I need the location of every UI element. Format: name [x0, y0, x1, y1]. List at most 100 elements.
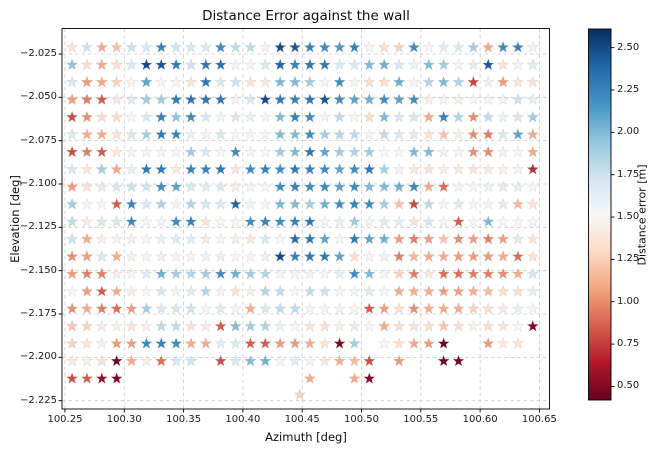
data-point-star: [184, 267, 198, 280]
data-point-star: [511, 284, 525, 297]
data-point-star: [437, 145, 450, 158]
data-point-star: [288, 197, 302, 210]
data-point-star: [110, 336, 124, 350]
data-point-star: [244, 267, 257, 280]
data-point-star: [154, 302, 168, 315]
data-point-star: [125, 145, 138, 158]
data-point-star: [452, 145, 465, 158]
data-point-star: [80, 284, 94, 297]
data-point-star: [258, 162, 272, 175]
data-point-star: [318, 319, 332, 332]
data-point-star: [526, 302, 540, 315]
data-point-star: [392, 40, 406, 53]
data-point-star: [333, 319, 346, 332]
data-point-star: [288, 145, 302, 158]
data-point-star: [348, 110, 361, 123]
data-point-star: [140, 127, 153, 141]
data-point-star: [80, 354, 94, 367]
data-point-star: [125, 40, 138, 53]
data-point-star: [273, 197, 287, 210]
data-point-star: [140, 284, 153, 297]
data-point-star: [244, 319, 257, 332]
data-point-star: [333, 267, 346, 280]
data-point-star: [140, 110, 153, 123]
data-point-star: [95, 302, 109, 315]
data-point-star: [199, 249, 213, 263]
data-point-star: [184, 162, 198, 175]
data-point-star: [258, 127, 272, 141]
data-point-star: [437, 127, 450, 141]
data-point-star: [214, 180, 228, 193]
data-point-star: [407, 75, 421, 88]
data-point-star: [169, 58, 183, 71]
data-point-star: [244, 110, 257, 123]
data-point-star: [169, 354, 183, 367]
data-point-star: [140, 232, 153, 245]
data-point-star: [481, 58, 495, 71]
data-point-star: [511, 40, 525, 53]
data-point-star: [407, 58, 421, 71]
data-point-star: [288, 58, 302, 71]
data-point-star: [452, 40, 465, 53]
data-point-star: [214, 93, 228, 106]
data-point-star: [258, 336, 272, 350]
data-point-star: [95, 267, 109, 280]
data-point-star: [214, 232, 228, 245]
data-point-star: [407, 40, 421, 53]
data-point-star: [184, 284, 198, 297]
x-tick-label: 100.55: [403, 413, 439, 425]
data-point-star: [481, 127, 495, 141]
data-point-star: [154, 267, 168, 280]
data-point-star: [110, 215, 124, 228]
data-point-star: [140, 75, 153, 88]
data-point-star: [452, 284, 465, 297]
data-point-star: [348, 58, 361, 71]
data-point-star: [184, 319, 198, 332]
data-point-star: [110, 249, 124, 263]
data-point-star: [288, 319, 302, 332]
data-point-star: [362, 215, 376, 228]
chart-title: Distance Error against the wall: [202, 8, 410, 24]
data-point-star: [496, 93, 510, 106]
data-point-star: [273, 249, 287, 263]
data-point-star: [95, 58, 109, 71]
data-point-star: [318, 180, 332, 193]
data-point-star: [303, 75, 317, 88]
data-point-star: [303, 110, 317, 123]
data-point-star: [303, 284, 317, 297]
data-point-star: [333, 180, 346, 193]
data-point-star: [467, 180, 480, 193]
data-point-star: [273, 93, 287, 106]
data-point-star: [481, 302, 495, 315]
data-point-star: [422, 302, 436, 315]
data-point-star: [437, 75, 450, 88]
data-point-star: [481, 162, 495, 175]
data-point-star: [392, 232, 406, 245]
data-point-star: [496, 302, 510, 315]
data-point-star: [110, 319, 124, 332]
data-point-star: [362, 180, 376, 193]
data-point-star: [422, 93, 436, 106]
data-point-star: [214, 58, 228, 71]
data-point-star: [377, 215, 391, 228]
data-point-star: [407, 145, 421, 158]
data-point-star: [318, 354, 332, 367]
data-point-star: [229, 232, 242, 245]
data-point-star: [258, 75, 272, 88]
data-point-star: [288, 127, 302, 141]
data-point-star: [511, 162, 525, 175]
data-point-star: [169, 284, 183, 297]
data-point-star: [288, 162, 302, 175]
data-point-star: [199, 110, 213, 123]
data-point-star: [125, 58, 138, 71]
data-point-star: [303, 302, 317, 315]
data-point-star: [407, 302, 421, 315]
data-point-star: [273, 127, 287, 141]
data-point-star: [199, 127, 213, 141]
data-point-star: [303, 354, 317, 367]
data-point-star: [214, 197, 228, 210]
data-point-star: [199, 232, 213, 245]
x-tick-label: 100.40: [225, 413, 261, 425]
data-point-star: [140, 267, 153, 280]
data-point-star: [526, 319, 540, 332]
